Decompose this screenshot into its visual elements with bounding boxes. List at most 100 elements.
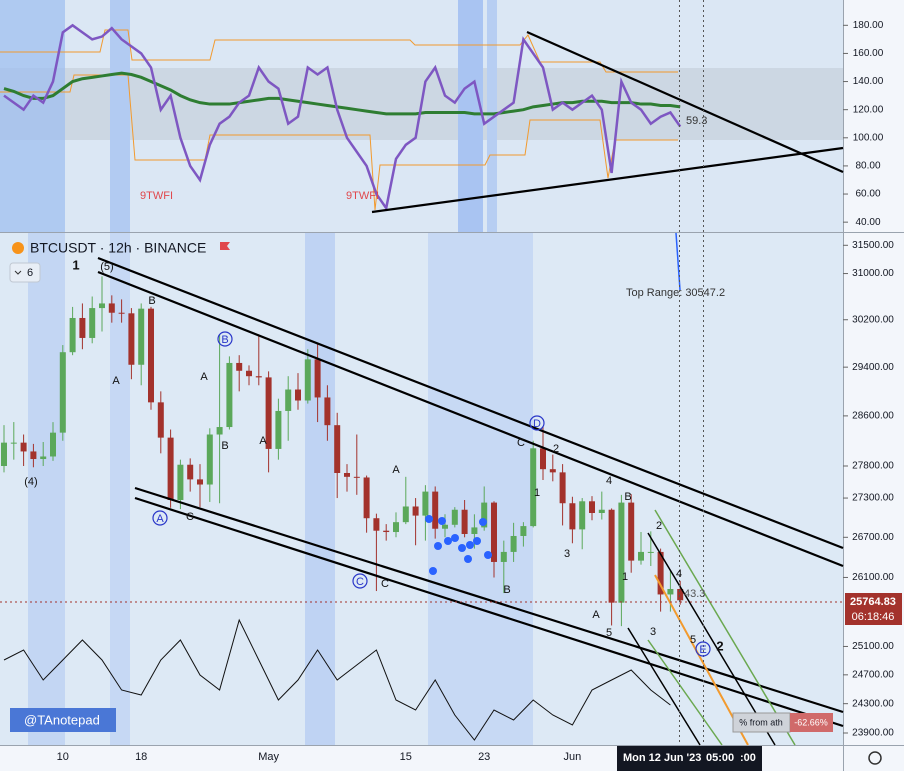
candle-body [59, 352, 66, 433]
candle-body [510, 535, 517, 552]
y-tick-label: 29400.00 [852, 362, 894, 373]
candle-body [461, 509, 468, 535]
candle-body [314, 359, 321, 398]
wave-label: (5) [100, 261, 113, 273]
wave-label: 1 [622, 571, 628, 583]
wave-label: 3 [650, 626, 656, 638]
level-tag: 43.3 [684, 588, 705, 600]
trendline [526, 30, 844, 174]
candle-body [255, 376, 262, 378]
candle-body [383, 530, 390, 533]
trendline [97, 270, 844, 568]
trendline [134, 486, 844, 714]
wave-label: 1 [534, 487, 540, 499]
shade [305, 233, 335, 745]
candle-body [559, 472, 566, 504]
wave-label: 4 [606, 475, 612, 487]
settings-icon[interactable] [868, 751, 882, 765]
watermark: @TAnotepad [24, 712, 100, 727]
candle-body [657, 551, 664, 595]
wave-label: C [517, 437, 525, 449]
y-tick-label: 31000.00 [852, 268, 894, 279]
candle-body [197, 479, 203, 485]
wave-label: 2 [656, 520, 662, 532]
candle-body [275, 410, 282, 449]
wave-label: E [699, 644, 706, 656]
top-layer [3, 23, 848, 223]
wave-label: A [592, 609, 600, 621]
candle-body [187, 464, 194, 480]
shade [0, 0, 65, 232]
wave-label: B [148, 295, 155, 307]
wave-label: D [533, 418, 541, 430]
candle-body [89, 308, 96, 338]
wave-label: A [112, 375, 120, 387]
candle-body [108, 303, 115, 313]
candle-body [30, 451, 37, 460]
candle-body [206, 434, 213, 485]
y-tick-label: 80.00 [855, 161, 880, 172]
wave-circle [529, 415, 545, 431]
candle-body [598, 509, 605, 513]
y-tick-label: 160.00 [853, 48, 884, 59]
wave-circle [695, 641, 711, 657]
candle-body [451, 509, 458, 525]
trendline [134, 496, 844, 728]
candle-body [216, 427, 223, 435]
shade [428, 233, 533, 745]
candle-body [324, 397, 331, 426]
crosshair-box [617, 746, 762, 771]
countdown: 06:18:46 [852, 611, 895, 623]
y-tick-label: 31500.00 [852, 240, 894, 251]
y-tick-label: 140.00 [853, 76, 884, 87]
wave-label: A [200, 371, 208, 383]
candle-body [647, 551, 654, 553]
candle-body [402, 506, 409, 523]
crosshair-time: 05:00 [706, 752, 734, 764]
candle-body [148, 308, 154, 403]
candle-body [608, 509, 615, 603]
y-tick-label: 24300.00 [852, 698, 894, 709]
shade [487, 0, 497, 232]
wave-label: B [221, 440, 228, 452]
top-range: Top Range: 30547.2 [626, 287, 725, 299]
y-tick-label: 25100.00 [852, 641, 894, 652]
ath-label: % from ath [739, 717, 783, 727]
candle-body [79, 317, 86, 338]
candle-body [10, 442, 17, 444]
candle-body [334, 425, 341, 473]
candle-body [412, 506, 419, 516]
x-tick-label: 18 [135, 751, 147, 763]
chevron [14, 270, 22, 275]
y-tick-label: 40.00 [855, 217, 880, 228]
candle-body [520, 526, 527, 536]
candle-body [226, 362, 233, 428]
candle-body [638, 551, 644, 561]
trendline [647, 532, 776, 746]
wave-label: 1 [72, 257, 79, 272]
wave-label: 2 [716, 638, 723, 653]
price-axis [843, 0, 904, 771]
y-tick-label: 100.00 [853, 132, 884, 143]
wave-label: 5 [606, 627, 612, 639]
wave-label: A [392, 464, 400, 476]
candle-body [618, 502, 625, 603]
last-price-box [845, 593, 902, 625]
candle-body [481, 502, 488, 528]
candle-body [500, 551, 507, 562]
y-tick-label: 24700.00 [852, 669, 894, 680]
candle-body [246, 370, 252, 377]
wave-label: A [156, 513, 164, 525]
y-tick-label: 60.00 [855, 189, 880, 200]
watermark-box [10, 708, 116, 732]
wave-label: 2 [553, 443, 559, 455]
shade [110, 0, 130, 232]
wave-label: A [259, 435, 267, 447]
value-tag: 59.3 [686, 115, 707, 127]
badge[interactable] [9, 262, 41, 283]
candle-body [393, 522, 399, 533]
candle-body [285, 389, 292, 411]
candle-body [471, 527, 478, 535]
candle-body [579, 501, 586, 530]
